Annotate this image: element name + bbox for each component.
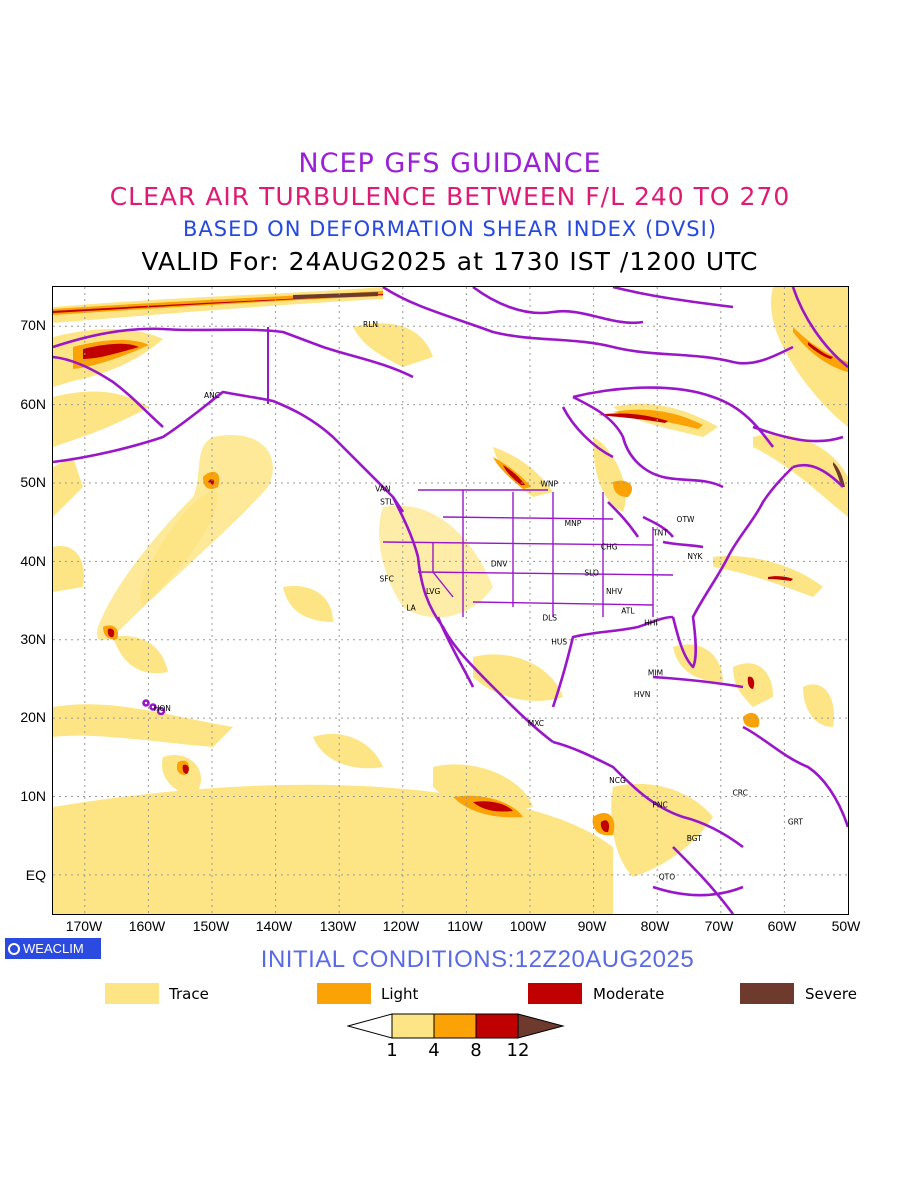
lon-label-50w: 50W [831, 918, 861, 934]
station-stl: STL [380, 498, 394, 507]
lon-label-170w: 170W [65, 918, 103, 934]
lon-label-130w: 130W [319, 918, 357, 934]
legend-swatch-trace [105, 983, 159, 1004]
station-van: VAN [375, 484, 390, 493]
station-dls: DLS [542, 614, 557, 623]
lon-label-160w: 160W [128, 918, 166, 934]
station-hhi: HHI [644, 618, 658, 627]
brand-label: WEACLIM [23, 941, 84, 956]
station-lvg: LVG [426, 587, 440, 596]
colorbar-trace [391, 1013, 435, 1039]
title-line-3: BASED ON DEFORMATION SHEAR INDEX (DVSI) [182, 217, 718, 241]
station-dnv: DNV [491, 560, 508, 569]
station-qto: QTO [659, 872, 675, 881]
station-pnc: PNC [652, 800, 667, 809]
turbulence-moderate-areas [53, 294, 833, 833]
title-line-4: VALID For: 24AUG2025 at 1730 IST /1200 U… [141, 247, 759, 276]
lon-label-60w: 60W [767, 918, 797, 934]
lat-label-30n: 30N [20, 631, 46, 647]
station-anc: ANC [204, 391, 220, 400]
state-borders [382, 489, 674, 617]
station-otw: OTW [677, 515, 695, 524]
title-line-1: NCEP GFS GUIDANCE [298, 148, 602, 179]
lon-label-150w: 150W [192, 918, 230, 934]
station-mim: MIM [648, 669, 663, 678]
colorbar-label-12: 12 [506, 1040, 530, 1061]
colorbar-label-1: 1 [386, 1040, 398, 1061]
station-nyk: NYK [687, 552, 703, 561]
station-rln: RLN [363, 320, 378, 329]
lon-label-80w: 80W [640, 918, 670, 934]
lat-label-40n: 40N [20, 553, 46, 569]
station-nhv: NHV [606, 587, 623, 596]
station-slo: SLO [584, 568, 599, 577]
legend-label-trace: Trace [169, 985, 209, 1003]
turbulence-trace-areas [53, 287, 848, 914]
colorbar-label-8: 8 [470, 1040, 482, 1061]
logo-circle-icon [8, 942, 20, 955]
colorbar [347, 1013, 565, 1039]
station-atl: ATL [621, 607, 635, 616]
station-sfc: SFC [380, 575, 394, 584]
lat-label-20n: 20N [20, 709, 46, 725]
coastlines-and-borders [53, 287, 848, 914]
station-hvn: HVN [634, 690, 650, 699]
station-wnp: WNP [540, 480, 558, 489]
station-tnt: TNT [652, 528, 668, 537]
legend-label-moderate: Moderate [593, 985, 665, 1003]
turbulence-map: ANC RLN VAN STL WNP MNP OTW TNT CHG NYK DNV SFC LVG S… [52, 286, 849, 915]
colorbar-moderate [475, 1013, 519, 1039]
map-gridlines [53, 287, 848, 914]
lat-label-60n: 60N [20, 396, 46, 412]
station-la: LA [406, 604, 416, 613]
initial-conditions: INITIAL CONDITIONS:12Z20AUG2025 [260, 946, 695, 973]
legend-label-severe: Severe [805, 985, 857, 1003]
station-hus: HUS [551, 637, 567, 646]
colorbar-low-arrow [347, 1013, 393, 1039]
title-line-2: CLEAR AIR TURBULENCE BETWEEN F/L 240 TO … [109, 182, 791, 211]
station-mnp: MNP [565, 519, 582, 528]
lon-label-120w: 120W [382, 918, 420, 934]
lat-label-50n: 50N [20, 474, 46, 490]
station-crc: CRC [733, 789, 748, 798]
lon-label-110w: 110W [447, 918, 483, 934]
legend-swatch-severe [740, 983, 794, 1004]
colorbar-label-4: 4 [428, 1040, 440, 1061]
station-bgt: BGT [687, 834, 703, 843]
legend-label-light: Light [381, 985, 419, 1003]
station-labels: ANC RLN VAN STL WNP MNP OTW TNT CHG NYK DNV SFC LVG S… [154, 320, 804, 882]
lon-label-140w: 140W [255, 918, 293, 934]
lon-label-90w: 90W [577, 918, 607, 934]
weaclim-logo: WEACLIM [5, 938, 101, 959]
station-grt: GRT [788, 818, 803, 827]
colorbar-high-arrow [517, 1013, 565, 1039]
lon-label-70w: 70W [704, 918, 734, 934]
lat-label-10n: 10N [20, 788, 46, 804]
station-chg: CHG [601, 542, 618, 551]
map-canvas: ANC RLN VAN STL WNP MNP OTW TNT CHG NYK DNV SFC LVG S… [53, 287, 848, 914]
colorbar-light [433, 1013, 477, 1039]
lat-label-eq: EQ [25, 867, 46, 883]
station-hon: HON [154, 704, 171, 713]
legend-swatch-light [317, 983, 371, 1004]
turbulence-severe-areas [293, 292, 845, 487]
station-mxc: MXC [528, 719, 544, 728]
legend-swatch-moderate [528, 983, 582, 1004]
station-ncg: NCG [609, 776, 626, 785]
lon-label-100w: 100W [509, 918, 547, 934]
lat-label-70n: 70N [20, 317, 46, 333]
